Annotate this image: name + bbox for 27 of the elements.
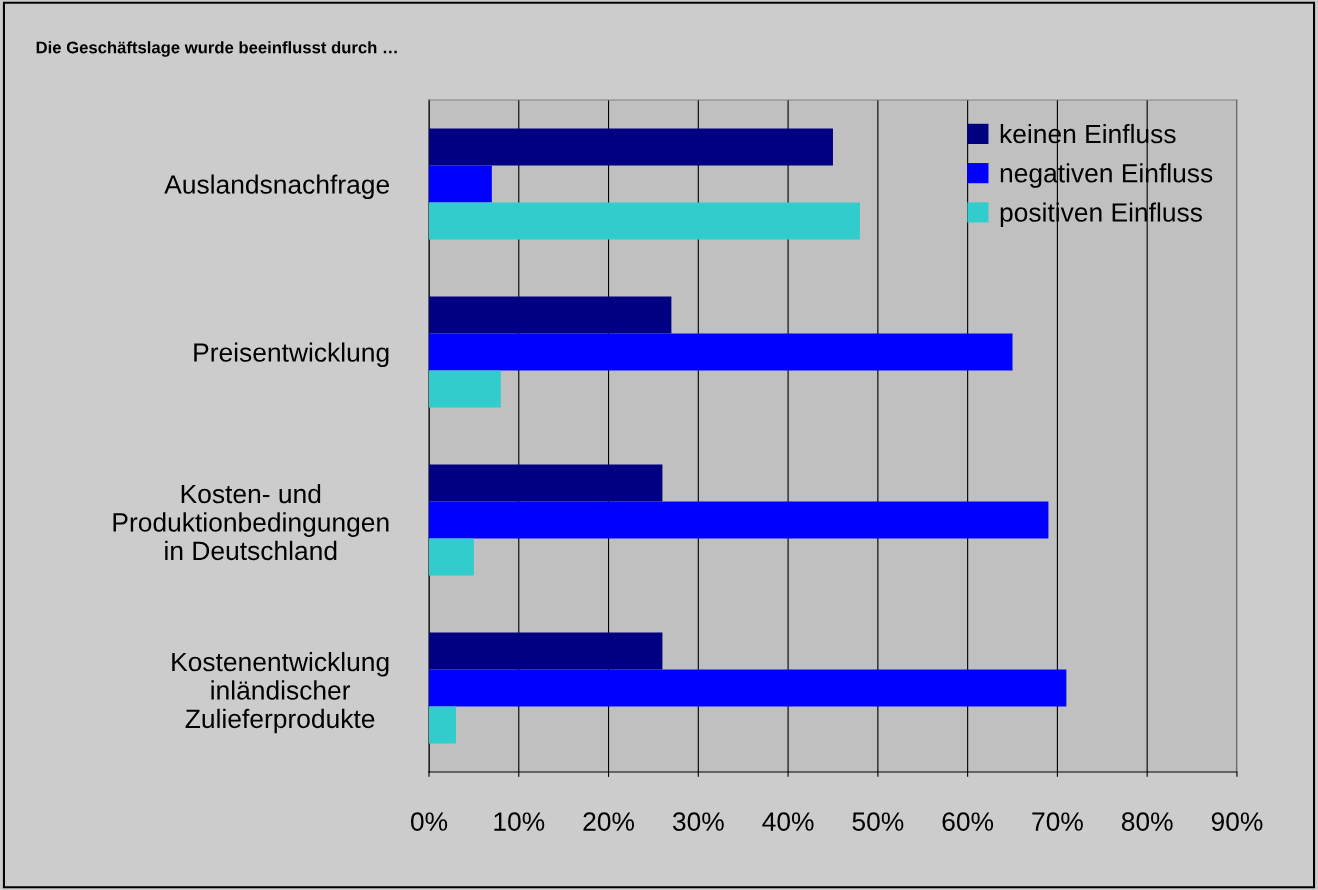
x-tick-label: 20% (583, 812, 635, 831)
bar (429, 632, 663, 670)
text: Die Geschäftslage wurde beeinflusst durch … (36, 41, 397, 57)
x-tick-label: 90% (1211, 812, 1263, 831)
bar (429, 706, 456, 744)
x-tick-label: 70% (1032, 812, 1083, 831)
bar (429, 128, 833, 166)
bar (429, 669, 1067, 707)
y-tick-label: Auslandsnachfrage (164, 174, 389, 200)
x-tick-label: 40% (762, 812, 814, 831)
bar (429, 202, 860, 240)
y-tick-label: Preisentwicklung (194, 342, 389, 368)
x-tick-label: 60% (942, 812, 994, 831)
y-tick-label: Kostenentwicklung inländischer Zulieferprodukte (172, 651, 389, 734)
bar (429, 296, 672, 334)
x-tick-label: 10% (494, 812, 545, 831)
x-tick-label: 80% (1121, 812, 1173, 831)
x-tick-label: 50% (852, 812, 904, 831)
bar (429, 538, 474, 576)
bar (429, 501, 1049, 539)
bar (429, 370, 501, 408)
bar (429, 165, 492, 203)
bar (429, 333, 1013, 371)
x-tick-label: 0% (410, 812, 448, 831)
x-tick-label: 30% (672, 812, 724, 831)
y-tick-label: Kosten- und Produktionbedingungen in Deutschland (113, 483, 389, 561)
bar (429, 464, 663, 502)
